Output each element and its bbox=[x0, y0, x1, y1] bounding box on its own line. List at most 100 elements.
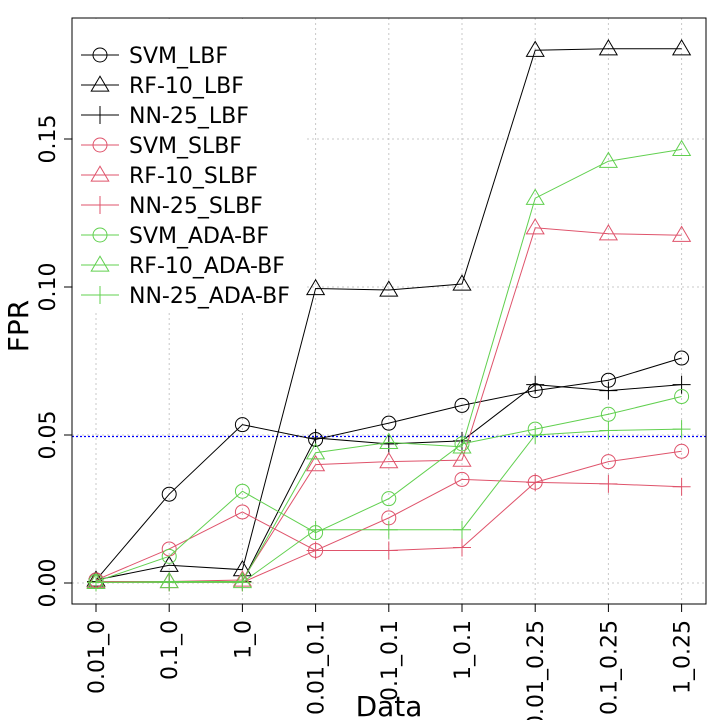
point-marker bbox=[90, 255, 110, 272]
legend-label: RF-10_LBF bbox=[129, 74, 244, 99]
point-marker bbox=[379, 541, 398, 560]
x-tick-label: 0.01_0 bbox=[85, 620, 110, 694]
series-rf-10-ada-bf bbox=[86, 139, 692, 590]
x-tick-label: 0.1_0.1 bbox=[378, 620, 403, 701]
point-marker bbox=[379, 520, 398, 539]
x-tick-label: 1_0 bbox=[231, 620, 256, 659]
legend-label: NN-25_SLBF bbox=[129, 194, 263, 219]
point-marker bbox=[598, 223, 619, 241]
point-marker bbox=[453, 538, 471, 557]
legend-item: RF-10_SLBF bbox=[81, 164, 258, 189]
x-tick-label: 1_0.1 bbox=[451, 620, 476, 680]
x-tick-label: 0.1_0 bbox=[158, 620, 183, 680]
point-marker bbox=[525, 40, 545, 57]
point-marker bbox=[454, 436, 470, 452]
series-line bbox=[95, 357, 682, 581]
series-layer bbox=[86, 38, 692, 592]
y-tick-label: 0.15 bbox=[36, 115, 61, 164]
x-tick-label: 0.1_0.25 bbox=[597, 620, 622, 715]
point-marker bbox=[379, 432, 399, 450]
point-marker bbox=[234, 483, 250, 499]
legend-item: SVM_ADA-BF bbox=[81, 224, 269, 249]
legend-item: RF-10_LBF bbox=[81, 74, 244, 99]
point-marker bbox=[674, 350, 690, 366]
legend-label: SVM_LBF bbox=[129, 44, 228, 69]
point-marker bbox=[599, 421, 618, 440]
point-marker bbox=[234, 417, 250, 433]
legend-item: SVM_LBF bbox=[81, 44, 228, 69]
point-marker bbox=[305, 278, 326, 296]
point-marker bbox=[92, 47, 108, 63]
point-marker bbox=[452, 450, 472, 467]
point-marker bbox=[674, 443, 690, 459]
point-marker bbox=[672, 477, 691, 496]
point-marker bbox=[598, 38, 619, 56]
legend-label: NN-25_LBF bbox=[129, 104, 249, 129]
point-marker bbox=[598, 151, 619, 168]
point-marker bbox=[90, 165, 110, 182]
legend-item: RF-10_ADA-BF bbox=[81, 254, 285, 279]
series-line bbox=[95, 48, 682, 581]
point-marker bbox=[453, 520, 471, 539]
point-marker bbox=[454, 397, 470, 413]
series-line bbox=[95, 396, 682, 582]
y-tick-label: 0.00 bbox=[36, 559, 61, 608]
legend-label: NN-25_ADA-BF bbox=[129, 284, 290, 309]
point-marker bbox=[381, 491, 397, 507]
point-marker bbox=[379, 451, 399, 469]
point-marker bbox=[674, 389, 690, 405]
point-marker bbox=[599, 474, 618, 493]
legend-item: NN-25_ADA-BF bbox=[81, 284, 290, 309]
point-marker bbox=[452, 274, 472, 291]
point-marker bbox=[526, 375, 545, 394]
point-marker bbox=[379, 280, 399, 297]
point-marker bbox=[526, 473, 545, 492]
series-svm-ada-bf bbox=[88, 389, 690, 590]
point-marker bbox=[525, 218, 545, 235]
legend-item: SVM_SLBF bbox=[81, 134, 242, 159]
point-marker bbox=[91, 286, 109, 304]
point-marker bbox=[306, 520, 325, 539]
point-marker bbox=[234, 504, 250, 520]
series-line bbox=[95, 148, 682, 583]
x-tick-label: 0.01_0.25 bbox=[524, 620, 549, 720]
point-marker bbox=[525, 188, 545, 205]
legend-item: NN-25_LBF bbox=[81, 104, 249, 129]
point-marker bbox=[672, 375, 691, 394]
point-marker bbox=[161, 486, 177, 502]
legend-label: RF-10_SLBF bbox=[129, 164, 258, 189]
x-tick-label: 0.01_0.1 bbox=[305, 620, 330, 715]
series-nn-25-ada-bf bbox=[87, 420, 691, 592]
point-marker bbox=[87, 573, 105, 592]
point-marker bbox=[305, 443, 326, 460]
legend-box bbox=[73, 19, 306, 312]
point-marker bbox=[599, 381, 618, 400]
y-axis-title: FPR bbox=[2, 300, 35, 352]
point-marker bbox=[381, 415, 397, 431]
axes-layer: 0.00 0.05 0.10 0.15 0.01_0 0.1_0 1_0 0.01_0.1 0.… bbox=[36, 17, 707, 720]
x-axis-title: Data bbox=[356, 690, 423, 720]
series-line bbox=[95, 450, 682, 581]
point-marker bbox=[671, 225, 692, 242]
point-marker bbox=[526, 426, 545, 444]
point-marker bbox=[91, 196, 109, 214]
point-marker bbox=[160, 573, 179, 592]
point-marker bbox=[92, 227, 108, 243]
point-marker bbox=[600, 454, 616, 470]
legend-label: SVM_SLBF bbox=[129, 134, 242, 159]
point-marker bbox=[90, 75, 110, 92]
point-marker bbox=[672, 420, 691, 439]
point-marker bbox=[91, 106, 109, 124]
point-marker bbox=[671, 139, 692, 156]
point-marker bbox=[452, 437, 472, 454]
point-marker bbox=[161, 548, 177, 564]
point-marker bbox=[159, 555, 179, 572]
y-tick-label: 0.10 bbox=[36, 263, 61, 312]
point-marker bbox=[306, 541, 325, 560]
point-marker bbox=[454, 471, 470, 487]
x-tick-label: 1_0.25 bbox=[671, 620, 696, 694]
legend-item: NN-25_SLBF bbox=[81, 194, 263, 219]
point-marker bbox=[305, 454, 326, 472]
point-marker bbox=[233, 573, 252, 592]
